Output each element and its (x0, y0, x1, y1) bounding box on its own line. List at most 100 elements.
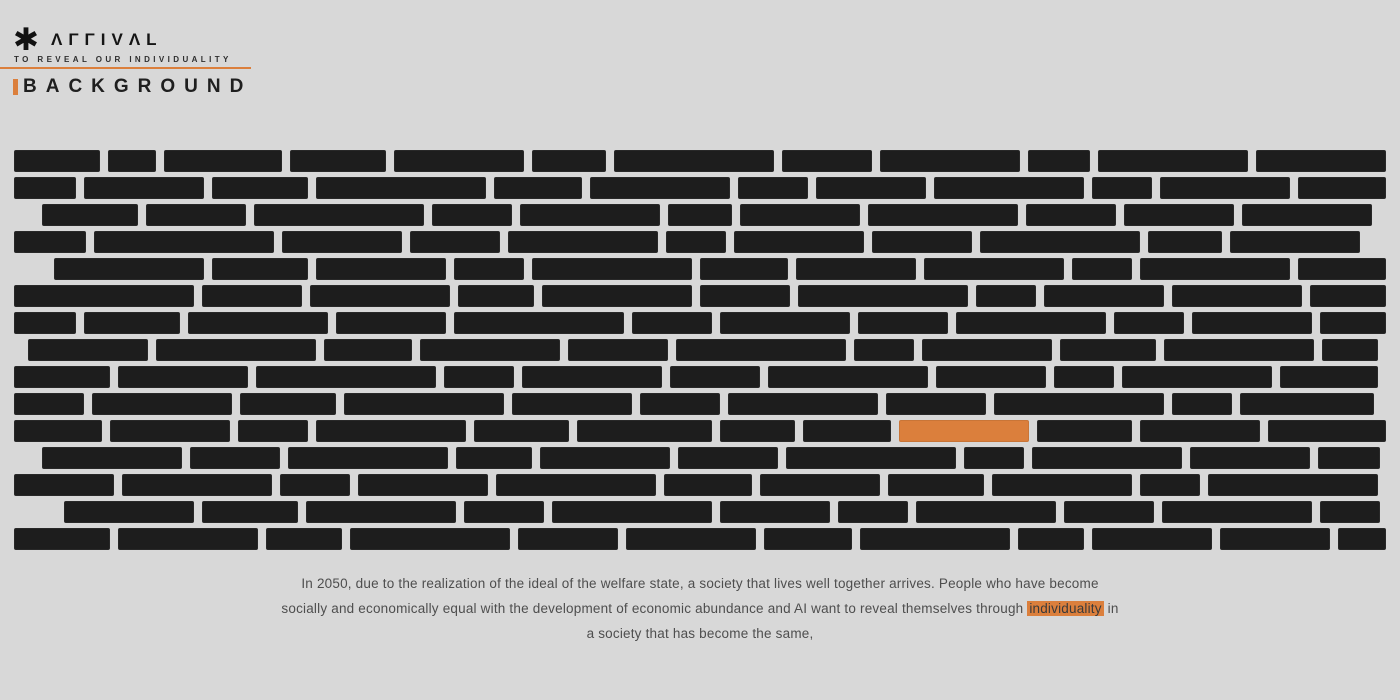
brick (798, 285, 968, 307)
brick (886, 393, 986, 415)
brick (266, 528, 342, 550)
brick (760, 474, 880, 496)
brick (1298, 177, 1386, 199)
brick (42, 204, 138, 226)
brick (664, 474, 752, 496)
brick (110, 420, 230, 442)
brick (316, 420, 466, 442)
brick (590, 177, 730, 199)
brick-row (14, 393, 1386, 415)
brick-row (14, 312, 1386, 334)
brick (614, 150, 774, 172)
brick (14, 231, 86, 253)
brick (1338, 528, 1386, 550)
brick (454, 258, 524, 280)
brick (880, 150, 1020, 172)
paragraph-line-2: socially and economically equal with the… (0, 596, 1400, 621)
brick (84, 177, 204, 199)
brick (854, 339, 914, 361)
brick (860, 528, 1010, 550)
brick (666, 231, 726, 253)
brick (14, 393, 84, 415)
brick (1037, 420, 1132, 442)
brick (324, 339, 412, 361)
brick (1164, 339, 1314, 361)
brick (728, 393, 878, 415)
brick (976, 285, 1036, 307)
section-title-row: BACKGROUND (13, 76, 252, 98)
paragraph-line-1: In 2050, due to the realization of the i… (301, 576, 1099, 591)
brick (394, 150, 524, 172)
brick (1280, 366, 1378, 388)
brick (670, 366, 760, 388)
brick (858, 312, 948, 334)
brick (14, 285, 194, 307)
brick (190, 447, 280, 469)
brick (122, 474, 272, 496)
brick (84, 312, 180, 334)
brick (764, 528, 852, 550)
brick (188, 312, 328, 334)
brick (14, 420, 102, 442)
brick (496, 474, 656, 496)
brick (1064, 501, 1154, 523)
brick (358, 474, 488, 496)
brick (306, 501, 456, 523)
brick (1114, 312, 1184, 334)
brick (92, 393, 232, 415)
brick (1018, 528, 1084, 550)
brick (202, 501, 298, 523)
brick (720, 420, 795, 442)
brick (980, 231, 1140, 253)
asterisk-logo-icon: ✱ (13, 22, 39, 57)
brick (164, 150, 282, 172)
brick (796, 258, 916, 280)
brick (42, 447, 182, 469)
brick (1124, 204, 1234, 226)
brick-row (14, 258, 1386, 280)
brick-row (14, 447, 1386, 469)
brick (1098, 150, 1248, 172)
brick (542, 285, 692, 307)
brick (108, 150, 156, 172)
brick (868, 204, 1018, 226)
brick (1028, 150, 1090, 172)
page-title: BACKGROUND (23, 76, 253, 97)
paragraph-line-2-before: socially and economically equal with the… (281, 601, 1024, 616)
brick (1322, 339, 1378, 361)
brick (202, 285, 302, 307)
brick (1310, 285, 1386, 307)
brick (454, 312, 624, 334)
brick (888, 474, 984, 496)
brick (1240, 393, 1374, 415)
brick (1318, 447, 1380, 469)
brick (782, 150, 872, 172)
brick (1140, 258, 1290, 280)
brick (1072, 258, 1132, 280)
brick (1172, 393, 1232, 415)
brick-wall (14, 150, 1386, 555)
brick (256, 366, 436, 388)
brick (54, 258, 204, 280)
brick (700, 258, 788, 280)
brick-row (14, 474, 1386, 496)
logo: ✱ ΛΓΓIVΛL (13, 22, 163, 57)
brick (577, 420, 712, 442)
brick-row (14, 177, 1386, 199)
brick (520, 204, 660, 226)
brick (1140, 474, 1200, 496)
brick (118, 528, 258, 550)
brick (444, 366, 514, 388)
brick (432, 204, 512, 226)
brick (14, 366, 110, 388)
brick (956, 312, 1106, 334)
brick (410, 231, 500, 253)
brick (316, 177, 486, 199)
brick-row (14, 501, 1386, 523)
brick-row (14, 285, 1386, 307)
brick (118, 366, 248, 388)
brick (676, 339, 846, 361)
brick (1148, 231, 1222, 253)
brick (964, 447, 1024, 469)
brick (626, 528, 756, 550)
